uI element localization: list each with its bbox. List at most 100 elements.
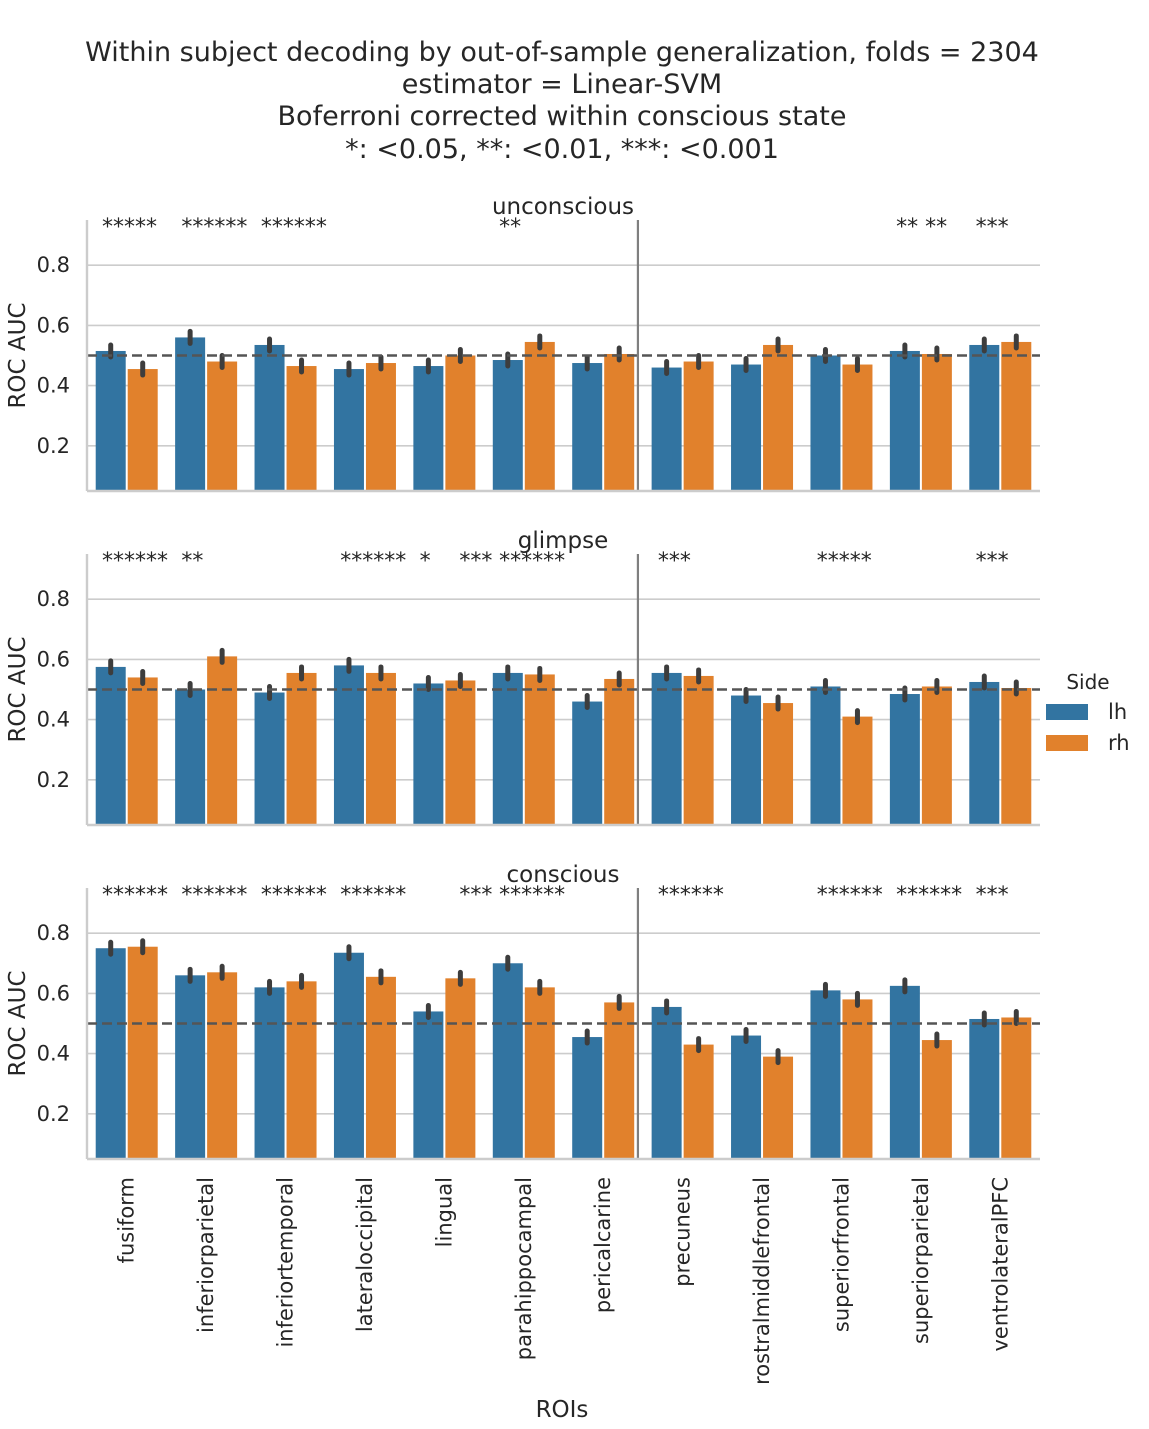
title-line-2: estimator = Linear-SVM [402,69,722,100]
significance-marker: *** [976,549,1009,574]
legend: Side lh rh [1046,670,1130,755]
bar-conscious-lh-rostralmiddlefrontal [731,1035,762,1159]
significance-marker: *** [976,883,1009,908]
y-tick-label: 0.6 [37,313,70,337]
bar-unconscious-rh-fusiform [127,369,158,491]
bar-unconscious-rh-lateraloccipital [365,363,396,491]
bar-unconscious-lh-ventrolateralpfc [969,344,1000,491]
x-tick-label-inferiorparietal: inferiorparietal [194,1177,218,1333]
bar-glimpse-lh-parahippocampal [492,672,523,825]
bar-conscious-lh-superiorfrontal [810,990,841,1159]
legend-label-lh: lh [1108,700,1127,724]
x-category-labels: fusiform inferiorparietal inferiortemporal… [115,1177,1013,1385]
bar-conscious-rh-lateraloccipital [365,976,396,1159]
bar-conscious-rh-fusiform [127,946,158,1159]
bar-conscious-rh-ventrolateralpfc [1001,1017,1032,1159]
x-tick-label-pericalcarine: pericalcarine [591,1177,615,1313]
x-tick-label-ventrolateralpfc: ventrolateralPFC [988,1177,1012,1352]
bar-conscious-rh-rostralmiddlefrontal [763,1056,794,1159]
significance-marker: ****** [817,883,883,908]
legend-label-rh: rh [1108,731,1130,755]
legend-swatch-lh [1046,704,1088,720]
y-tick-label: 0.6 [37,981,70,1005]
bar-conscious-rh-precuneus [683,1044,714,1159]
significance-marker: ****** [181,883,247,908]
x-tick-label-parahippocampal: parahippocampal [512,1177,536,1360]
significance-marker: ****** [181,215,247,240]
significance-marker: ** [181,549,203,574]
x-tick-label-superiorparietal: superiorparietal [909,1177,933,1344]
bar-glimpse-rh-inferiorparietal [207,656,238,825]
bar-unconscious-rh-precuneus [683,361,714,491]
significance-marker: ** [499,215,521,240]
bar-glimpse-rh-pericalcarine [604,678,635,825]
y-tick-label: 0.2 [37,768,70,792]
bar-unconscious-lh-parahippocampal [492,360,523,491]
bar-conscious-rh-superiorfrontal [842,999,873,1159]
x-tick-label-precuneus: precuneus [671,1177,695,1287]
bar-glimpse-lh-superiorfrontal [810,686,841,825]
y-axis-label: ROC AUC [5,970,31,1076]
bar-conscious-lh-parahippocampal [492,963,523,1159]
y-tick-label: 0.4 [37,708,70,732]
bar-unconscious-lh-pericalcarine [572,363,603,491]
bar-conscious-rh-parahippocampal [524,987,555,1159]
bar-unconscious-rh-lingual [445,355,476,491]
bar-glimpse-rh-parahippocampal [524,674,555,825]
title-line-4: *: <0.05, **: <0.01, ***: <0.001 [345,134,779,165]
significance-marker: *** [976,215,1009,240]
x-tick-label-inferiortemporal: inferiortemporal [274,1177,298,1348]
bar-glimpse-rh-precuneus [683,675,714,825]
bar-glimpse-rh-ventrolateralpfc [1001,687,1032,825]
bar-conscious-rh-inferiortemporal [286,981,317,1159]
significance-marker: ****** [102,549,168,574]
x-tick-label-rostralmiddlefrontal: rostralmiddlefrontal [750,1177,774,1385]
bar-unconscious-rh-ventrolateralpfc [1001,341,1032,491]
bar-conscious-lh-inferiorparietal [175,975,206,1159]
bar-conscious-lh-ventrolateralpfc [969,1018,1000,1159]
significance-marker: * [420,549,431,574]
y-tick-label: 0.2 [37,1102,70,1126]
title-line-3: Boferroni corrected within conscious sta… [278,101,847,132]
panel-title: glimpse [518,528,609,554]
bar-conscious-lh-lateraloccipital [333,952,364,1159]
bar-unconscious-rh-pericalcarine [604,353,635,491]
bar-glimpse-rh-fusiform [127,677,158,825]
y-tick-label: 0.4 [37,374,70,398]
x-axis-label: ROIs [536,1397,589,1423]
bar-conscious-lh-precuneus [651,1006,682,1159]
bar-glimpse-lh-inferiorparietal [175,689,206,825]
bar-glimpse-lh-ventrolateralpfc [969,681,1000,825]
significance-marker: *** [658,549,691,574]
significance-marker: ***** [102,215,157,240]
bar-unconscious-rh-superiorfrontal [842,364,873,491]
bar-conscious-lh-superiorparietal [889,985,920,1159]
bar-unconscious-rh-parahippocampal [524,341,555,491]
significance-marker: *** [459,883,492,908]
bar-glimpse-lh-pericalcarine [572,701,603,825]
bar-glimpse-rh-superiorfrontal [842,716,873,825]
bar-unconscious-lh-lateraloccipital [333,369,364,491]
significance-marker: ****** [340,549,406,574]
bar-conscious-rh-lingual [445,978,476,1159]
bar-unconscious-lh-superiorparietal [889,350,920,491]
bar-unconscious-rh-rostralmiddlefrontal [763,344,794,491]
bar-conscious-rh-pericalcarine [604,1002,635,1159]
bar-glimpse-rh-lateraloccipital [365,672,396,825]
bar-unconscious-lh-rostralmiddlefrontal [731,364,762,491]
bar-unconscious-rh-inferiorparietal [207,361,238,491]
bar-glimpse-rh-superiorparietal [921,686,952,825]
significance-marker: ****** [499,883,565,908]
y-axis-label: ROC AUC [5,636,31,742]
bar-unconscious-rh-inferiortemporal [286,366,317,491]
bar-glimpse-rh-rostralmiddlefrontal [763,703,794,825]
bar-conscious-rh-superiorparietal [921,1040,952,1159]
bar-glimpse-rh-lingual [445,680,476,825]
y-tick-label: 0.6 [37,647,70,671]
significance-marker: ***** [817,549,872,574]
